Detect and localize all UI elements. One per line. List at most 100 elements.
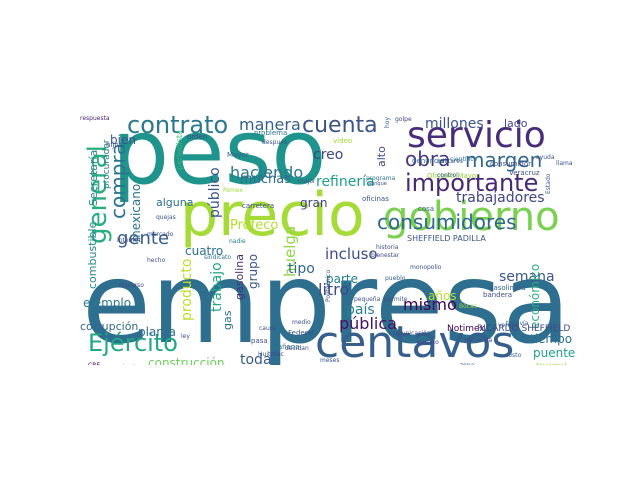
word-mejor: mejor bbox=[298, 178, 316, 185]
word-secretaría: Secretaría bbox=[87, 149, 100, 206]
word-trabajadores: trabajadores bbox=[456, 190, 545, 206]
word-puente: puente bbox=[533, 346, 576, 360]
word-margen: margen bbox=[465, 148, 543, 172]
word-sido: sido bbox=[432, 300, 439, 313]
word-creo: creo bbox=[313, 147, 344, 163]
word-monopolio: monopolio bbox=[410, 264, 442, 271]
word-millones: millones bbox=[425, 116, 484, 132]
word-precio: precio bbox=[180, 180, 365, 250]
word-programa: programa bbox=[366, 175, 396, 182]
word-mayor: Mayor bbox=[227, 151, 249, 159]
word-denuncia: denuncia bbox=[412, 157, 445, 165]
word-causa: causa bbox=[259, 325, 277, 332]
word-pasado: pasado bbox=[417, 339, 439, 346]
word-pasa: pasa bbox=[251, 337, 268, 345]
word-consumidor: consumidor bbox=[490, 160, 532, 168]
word-alto: alto bbox=[375, 146, 388, 167]
word-refinería: refinería bbox=[316, 174, 375, 190]
word-hijos: hijos bbox=[106, 141, 123, 149]
word-todavía: todavía bbox=[506, 320, 529, 327]
word-militares: militares bbox=[437, 158, 464, 165]
word-decidan: decidan bbox=[285, 345, 309, 352]
word-zona: zona bbox=[460, 363, 474, 366]
word-trabajo: trabajo bbox=[209, 262, 225, 312]
word-manera: manera bbox=[239, 115, 301, 134]
word-ley: ley bbox=[181, 333, 190, 340]
word-grupo: grupo bbox=[246, 253, 260, 289]
word-bocas: Bocas bbox=[459, 303, 477, 310]
word-orden: orden bbox=[187, 133, 208, 141]
word-control: control bbox=[437, 172, 458, 179]
word-bienestar: bienestar bbox=[371, 252, 400, 259]
word-cosa: cosa bbox=[418, 205, 435, 213]
word-muchas: muchas bbox=[240, 172, 292, 187]
word-cuenta: cuenta bbox=[302, 113, 378, 138]
word-tiempo: tiempo bbox=[530, 332, 573, 346]
word-aunque: aunque bbox=[368, 181, 387, 187]
word-alguna: alguna bbox=[156, 196, 194, 209]
word-notimex: Notimex bbox=[447, 324, 485, 334]
word-federal: Federal bbox=[288, 329, 314, 337]
word-hoy: hoy bbox=[384, 116, 391, 128]
word-politécnico: Politécnico bbox=[325, 269, 332, 302]
word-gas: gas bbox=[221, 310, 234, 330]
word-nacional: Nacional bbox=[536, 363, 566, 366]
word-profeco: Profeco bbox=[230, 218, 279, 233]
word-servicio: servicio bbox=[407, 115, 546, 156]
word-económico: económico bbox=[528, 263, 542, 329]
word-golpe: golpe bbox=[395, 116, 412, 123]
word-quejas: quejas bbox=[156, 214, 176, 221]
word-lado: lado bbox=[504, 117, 528, 130]
word-carretera: carretera bbox=[242, 202, 275, 210]
word-hacienda: Hacienda bbox=[464, 337, 493, 344]
word-ejército: Ejército bbox=[88, 329, 178, 357]
word-problema: problema bbox=[254, 129, 288, 137]
word-peso: peso bbox=[112, 113, 327, 205]
word-internet: internet bbox=[117, 237, 141, 244]
word-público: público bbox=[207, 167, 223, 218]
word-sheffield-padilla: SHEFFIELD PADILLA bbox=[407, 234, 486, 243]
word-costo: costo bbox=[505, 352, 522, 359]
word-mañana: mañana bbox=[271, 343, 300, 351]
word-historia: historia bbox=[376, 244, 399, 251]
word-corrupción: corrupción bbox=[80, 320, 139, 333]
word-mercado: mercado bbox=[147, 231, 174, 238]
word-discurso: discurso bbox=[119, 282, 144, 289]
word-consumidores: consumidores bbox=[377, 210, 517, 234]
word-periodista: periodista bbox=[175, 130, 184, 170]
word-medio: medio bbox=[292, 319, 311, 326]
word-cuatro: cuatro bbox=[185, 244, 224, 258]
word-litro: litro bbox=[318, 280, 350, 299]
word-pequeña: pequeña bbox=[354, 296, 381, 303]
word-huitzilac: Huitzilac bbox=[258, 351, 284, 358]
word-producto: producto bbox=[179, 258, 195, 321]
word-cre: CRE bbox=[88, 363, 100, 366]
word-importante: importante bbox=[405, 169, 539, 197]
word-gobierno: gobierno bbox=[383, 194, 560, 240]
word-comunicación: comunicación bbox=[389, 330, 431, 337]
word-verdad: verdad bbox=[498, 322, 519, 329]
word-cloud: empresa peso precio gobierno centavos servici… bbox=[78, 113, 581, 365]
word-respuesta: respuesta bbox=[80, 115, 110, 122]
word-bandera: bandera bbox=[483, 291, 513, 299]
word-gasolina: gasolina bbox=[233, 253, 246, 300]
word-tipo: tipo bbox=[288, 261, 315, 277]
word-haciendo: haciendo bbox=[230, 163, 304, 182]
word-pemex: Pemex bbox=[223, 187, 244, 194]
word-gasolinera: gasolinera bbox=[489, 284, 526, 292]
word-toda: toda bbox=[240, 352, 272, 365]
word-empresa: empresa bbox=[82, 239, 571, 365]
word-parte: parte bbox=[326, 272, 358, 286]
word-ayuda: ayuda bbox=[536, 154, 555, 161]
word-mismo: mismo bbox=[403, 295, 457, 314]
word-centavos: centavos bbox=[315, 317, 515, 365]
word-oficinas: oficinas bbox=[362, 195, 389, 203]
word-ejemplo: ejemplo bbox=[83, 296, 132, 310]
word-científico: científico bbox=[450, 156, 478, 163]
word-construcción: construcción bbox=[148, 356, 225, 365]
word-video: video bbox=[333, 137, 353, 145]
word-oficialía-mayor: Oficialía Mayor bbox=[427, 172, 480, 180]
word-gran: gran bbox=[300, 196, 328, 210]
word-combustible: combustible bbox=[86, 221, 99, 289]
word-procurador: procurador bbox=[102, 139, 112, 189]
